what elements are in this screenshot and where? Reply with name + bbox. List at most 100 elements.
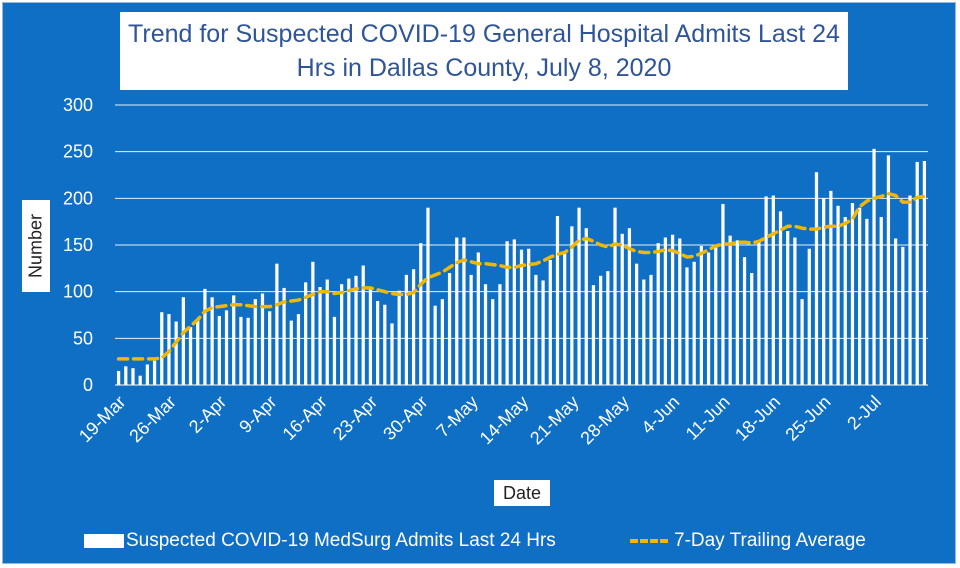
bar	[426, 207, 430, 385]
bar	[757, 242, 761, 385]
legend-bar-label: Suspected COVID-19 MedSurg Admits Last 2…	[126, 530, 556, 551]
bar	[124, 366, 128, 385]
bar	[491, 299, 495, 385]
chart-title-line-1: Trend for Suspected COVID-19 General Hos…	[128, 20, 840, 48]
bar	[850, 203, 855, 385]
bar	[620, 233, 624, 385]
bar	[836, 205, 840, 385]
y-tick-label: 100	[63, 282, 93, 302]
bar	[361, 265, 365, 385]
bar	[447, 273, 452, 385]
bar	[340, 284, 344, 385]
y-tick-label: 200	[63, 188, 93, 208]
y-axis-label-box	[22, 200, 50, 292]
bar	[563, 252, 567, 385]
bar	[793, 237, 797, 385]
x-tick-label: 2-Jul	[843, 392, 885, 434]
x-tick-label: 21-May	[526, 392, 583, 449]
bar	[224, 310, 229, 385]
bar	[670, 234, 675, 385]
bar	[699, 245, 703, 385]
bar	[232, 295, 236, 385]
bar	[440, 299, 444, 385]
bar	[555, 216, 560, 385]
bar	[872, 148, 876, 385]
bar	[275, 263, 279, 385]
bar	[296, 314, 301, 385]
x-tick-label: 7-May	[432, 392, 482, 442]
y-tick-label: 150	[63, 235, 93, 255]
bar	[462, 237, 466, 385]
x-tick-label: 23-Apr	[329, 392, 381, 444]
bar	[599, 275, 603, 385]
bar	[814, 172, 819, 385]
bar	[419, 243, 423, 385]
bar	[505, 241, 509, 385]
bar	[397, 290, 401, 385]
bar	[807, 248, 811, 385]
x-tick-label: 14-May	[476, 392, 533, 449]
bar	[771, 195, 775, 385]
bar	[347, 278, 351, 385]
bar	[721, 203, 725, 385]
x-tick-label: 4-Jun	[637, 392, 683, 438]
bar	[268, 311, 272, 385]
bar	[375, 301, 380, 385]
bar	[498, 284, 502, 385]
bar	[584, 228, 588, 385]
bar	[634, 263, 639, 385]
x-tick-label: 28-May	[576, 392, 633, 449]
x-axis-label: Date	[494, 480, 550, 506]
bar	[829, 190, 833, 385]
y-tick-label: 0	[83, 375, 93, 395]
bar	[304, 282, 308, 385]
bar	[764, 196, 768, 385]
bar	[750, 273, 754, 385]
bar	[383, 304, 387, 385]
bar	[260, 293, 265, 385]
bar	[512, 239, 516, 385]
legend-line-label: 7-Day Trailing Average	[674, 530, 866, 551]
bar	[541, 280, 545, 385]
bar	[613, 207, 617, 385]
bar	[901, 246, 905, 385]
bar	[649, 274, 653, 385]
bar	[332, 316, 337, 385]
x-tick-label: 25-Jun	[781, 392, 834, 445]
bar	[239, 316, 243, 385]
bar	[858, 207, 862, 385]
bar	[483, 284, 488, 385]
bar	[152, 360, 157, 385]
bar	[663, 237, 668, 385]
bar	[325, 279, 329, 385]
x-tick-label: 2-Apr	[185, 392, 230, 437]
y-tick-label: 50	[73, 328, 93, 348]
bar	[368, 287, 373, 385]
bar	[706, 252, 711, 385]
y-axis-label: Number	[25, 213, 46, 279]
bar	[692, 261, 696, 385]
legend-line-swatch	[630, 539, 668, 543]
bar	[131, 368, 135, 385]
bar	[642, 279, 646, 385]
bar	[282, 287, 286, 385]
bar	[217, 315, 221, 385]
bar	[915, 161, 919, 385]
bar	[735, 240, 739, 385]
bar	[210, 297, 214, 385]
bar	[145, 364, 149, 385]
bar	[656, 243, 660, 385]
x-tick-label: 11-Jun	[682, 392, 734, 444]
x-tick-label: 16-Apr	[279, 392, 331, 444]
x-tick-label: 18-Jun	[731, 392, 784, 445]
bar	[714, 245, 718, 385]
legend-bar-swatch	[84, 534, 124, 548]
x-tick-label: 26-Mar	[125, 392, 179, 446]
bar	[411, 269, 416, 385]
bar	[886, 155, 891, 385]
bar	[570, 226, 574, 385]
bar	[138, 375, 142, 385]
bar	[577, 207, 581, 385]
bar	[404, 274, 409, 385]
